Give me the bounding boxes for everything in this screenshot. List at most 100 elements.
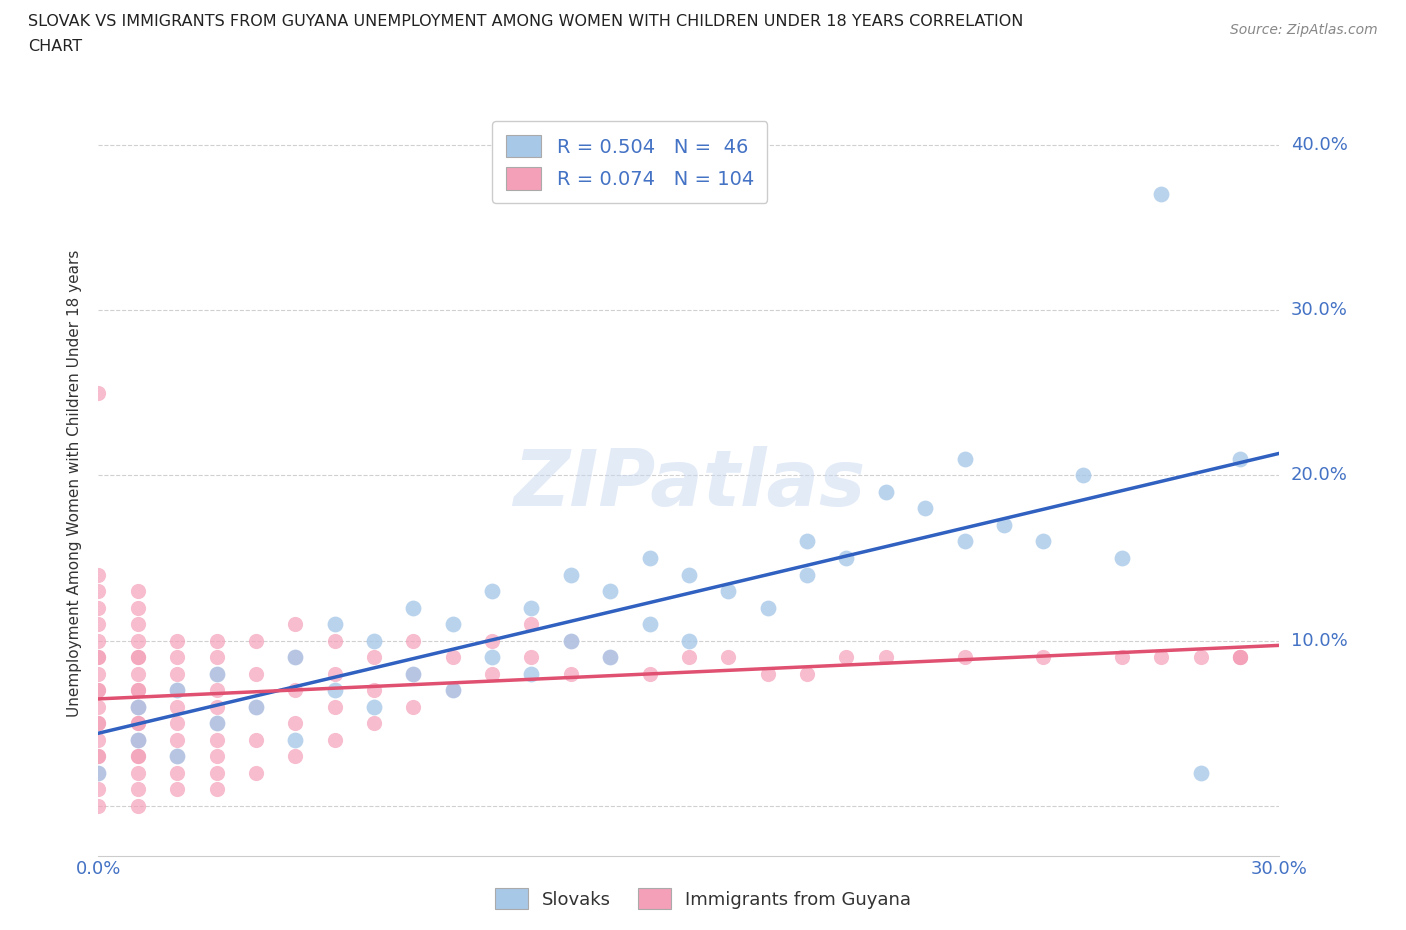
Point bbox=[481, 584, 503, 599]
Point bbox=[205, 716, 228, 731]
Point bbox=[245, 765, 267, 780]
Text: Source: ZipAtlas.com: Source: ZipAtlas.com bbox=[1230, 23, 1378, 37]
Point bbox=[127, 650, 149, 665]
Point bbox=[87, 584, 110, 599]
Text: 10.0%: 10.0% bbox=[1291, 631, 1347, 650]
Point bbox=[284, 749, 307, 764]
Point bbox=[87, 567, 110, 582]
Point bbox=[1229, 650, 1251, 665]
Point bbox=[717, 650, 740, 665]
Point bbox=[87, 765, 110, 780]
Point bbox=[363, 683, 385, 698]
Point bbox=[560, 633, 582, 648]
Point bbox=[127, 650, 149, 665]
Point bbox=[205, 683, 228, 698]
Point bbox=[1189, 765, 1212, 780]
Point bbox=[678, 567, 700, 582]
Point bbox=[127, 749, 149, 764]
Point bbox=[520, 650, 543, 665]
Point bbox=[205, 733, 228, 748]
Point bbox=[1111, 650, 1133, 665]
Point bbox=[127, 733, 149, 748]
Point bbox=[599, 584, 621, 599]
Point bbox=[402, 600, 425, 615]
Point bbox=[205, 765, 228, 780]
Point bbox=[284, 650, 307, 665]
Point bbox=[205, 782, 228, 797]
Point bbox=[284, 683, 307, 698]
Point bbox=[560, 666, 582, 681]
Point bbox=[87, 683, 110, 698]
Point bbox=[166, 650, 188, 665]
Point bbox=[1071, 468, 1094, 483]
Point bbox=[87, 699, 110, 714]
Point bbox=[127, 765, 149, 780]
Point bbox=[87, 683, 110, 698]
Point bbox=[87, 385, 110, 400]
Point bbox=[875, 650, 897, 665]
Point bbox=[205, 716, 228, 731]
Point bbox=[363, 633, 385, 648]
Point bbox=[835, 650, 858, 665]
Point bbox=[245, 666, 267, 681]
Text: SLOVAK VS IMMIGRANTS FROM GUYANA UNEMPLOYMENT AMONG WOMEN WITH CHILDREN UNDER 18: SLOVAK VS IMMIGRANTS FROM GUYANA UNEMPLO… bbox=[28, 14, 1024, 29]
Point bbox=[441, 683, 464, 698]
Point bbox=[127, 633, 149, 648]
Legend: R = 0.504   N =  46, R = 0.074   N = 104: R = 0.504 N = 46, R = 0.074 N = 104 bbox=[492, 121, 768, 203]
Point bbox=[127, 600, 149, 615]
Point bbox=[127, 733, 149, 748]
Point bbox=[796, 534, 818, 549]
Point bbox=[875, 485, 897, 499]
Point bbox=[166, 749, 188, 764]
Point bbox=[127, 683, 149, 698]
Point bbox=[284, 617, 307, 631]
Point bbox=[1189, 650, 1212, 665]
Point bbox=[402, 666, 425, 681]
Point bbox=[87, 749, 110, 764]
Point bbox=[756, 600, 779, 615]
Point bbox=[87, 633, 110, 648]
Point bbox=[953, 650, 976, 665]
Point bbox=[87, 617, 110, 631]
Point bbox=[205, 666, 228, 681]
Point bbox=[205, 749, 228, 764]
Point bbox=[87, 799, 110, 814]
Point bbox=[166, 733, 188, 748]
Point bbox=[363, 716, 385, 731]
Point bbox=[284, 716, 307, 731]
Point bbox=[914, 501, 936, 516]
Point bbox=[835, 551, 858, 565]
Point bbox=[205, 666, 228, 681]
Point bbox=[402, 699, 425, 714]
Point bbox=[127, 716, 149, 731]
Point bbox=[953, 534, 976, 549]
Point bbox=[560, 567, 582, 582]
Point bbox=[481, 666, 503, 681]
Point bbox=[127, 666, 149, 681]
Point bbox=[127, 699, 149, 714]
Point bbox=[402, 666, 425, 681]
Point bbox=[678, 633, 700, 648]
Point bbox=[166, 782, 188, 797]
Point bbox=[363, 650, 385, 665]
Point bbox=[323, 633, 346, 648]
Point bbox=[127, 799, 149, 814]
Point bbox=[205, 650, 228, 665]
Point bbox=[1150, 650, 1173, 665]
Point bbox=[520, 617, 543, 631]
Point bbox=[166, 716, 188, 731]
Text: CHART: CHART bbox=[28, 39, 82, 54]
Point bbox=[1032, 650, 1054, 665]
Text: 40.0%: 40.0% bbox=[1291, 136, 1347, 153]
Point bbox=[245, 633, 267, 648]
Point bbox=[87, 716, 110, 731]
Text: 30.0%: 30.0% bbox=[1291, 301, 1347, 319]
Point bbox=[284, 733, 307, 748]
Point bbox=[520, 666, 543, 681]
Point bbox=[323, 733, 346, 748]
Point bbox=[87, 666, 110, 681]
Point bbox=[1150, 187, 1173, 202]
Point bbox=[520, 600, 543, 615]
Point bbox=[205, 699, 228, 714]
Point bbox=[166, 683, 188, 698]
